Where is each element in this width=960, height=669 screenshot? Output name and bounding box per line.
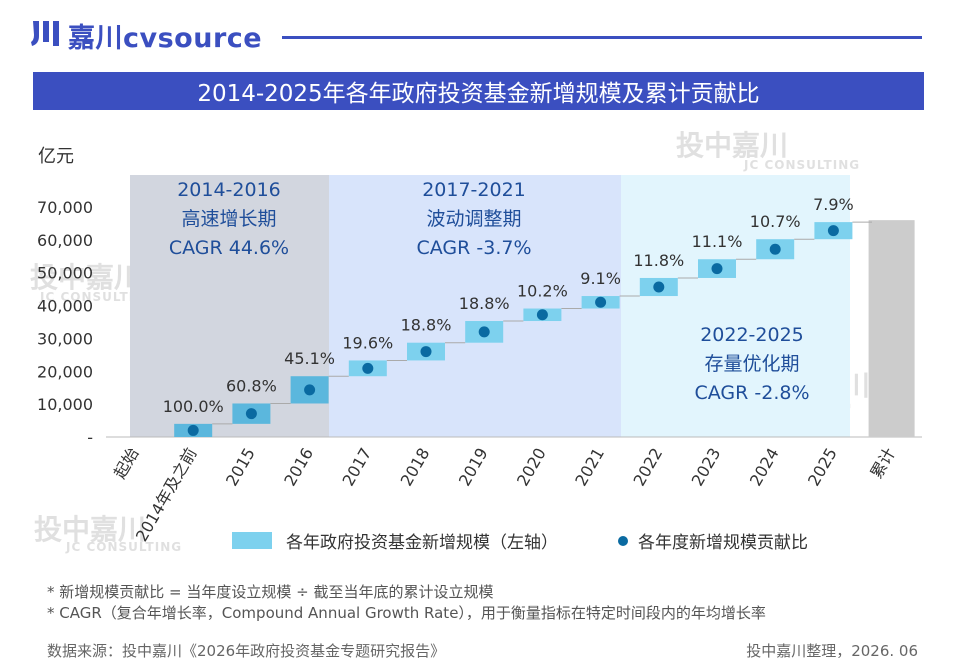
legend-bar-swatch [232, 532, 272, 549]
data-source: 数据来源：投中嘉川《2026年政府投资基金专题研究报告》 [47, 642, 446, 660]
data-label: 60.8% [226, 376, 277, 395]
x-tick-label: 2018 [397, 445, 434, 490]
logo-text: 嘉川cvsource [68, 23, 263, 54]
phase-label: 波动调整期 [426, 208, 521, 230]
data-label: 10.7% [750, 212, 801, 231]
total-bar [868, 220, 915, 437]
phase-label: 2022-2025 [700, 324, 804, 346]
footnote: * CAGR（复合年增长率，Compound Annual Growth Rat… [47, 604, 766, 622]
x-tick-label: 2015 [222, 445, 259, 490]
phase-label: CAGR 44.6% [169, 237, 289, 259]
y-tick-label: 70,000 [37, 198, 93, 217]
data-label: 10.2% [517, 282, 568, 301]
header: 嘉川cvsource [30, 14, 930, 54]
watermark-text: 投中嘉川 [30, 261, 143, 294]
data-label: 9.1% [580, 269, 621, 288]
phase-label: 存量优化期 [704, 353, 799, 375]
watermark-subtext: JC CONSULTING [744, 158, 861, 172]
x-tick-label: 2021 [571, 445, 608, 490]
legend-dot-marker [618, 535, 628, 546]
x-tick-label: 2025 [804, 445, 841, 490]
phase-background [329, 175, 621, 437]
x-tick-label: 2022 [629, 445, 666, 490]
watermark-text: 投中嘉川 [676, 129, 789, 162]
y-axis-title: 亿元 [38, 146, 74, 167]
chart-legend: 各年政府投资基金新增规模（左轴） 各年度新增规模贡献比 [232, 528, 808, 553]
phase-label: CAGR -2.8% [694, 382, 809, 404]
data-label: 45.1% [284, 349, 335, 368]
watermark-text: 投中嘉川 [34, 513, 147, 546]
watermark-subtext: JC CONSULTING [40, 290, 157, 304]
contribution-dot [827, 225, 839, 237]
x-tick-label: 2019 [455, 445, 492, 490]
data-label: 19.6% [342, 333, 393, 352]
contribution-dot [478, 326, 490, 338]
x-tick-label: 2017 [338, 445, 375, 490]
legend-dot-label: 各年度新增规模贡献比 [638, 533, 808, 553]
phase-label: 高速增长期 [181, 208, 276, 230]
data-label: 7.9% [813, 195, 854, 214]
footnotes: * 新增规模贡献比 = 当年度设立规模 ÷ 截至当年底的累计设立规模 * CAG… [47, 582, 766, 624]
contribution-dot [362, 362, 374, 374]
watermark-subtext: JC CONSULTING [66, 540, 183, 554]
y-tick-label: 10,000 [37, 395, 93, 414]
contribution-dot [245, 408, 257, 420]
data-label: 100.0% [163, 397, 224, 416]
contribution-dot [711, 263, 723, 275]
y-tick-label: 50,000 [37, 264, 93, 283]
x-tick-label: 2016 [280, 445, 317, 490]
phase-label: 2017-2021 [422, 179, 526, 201]
data-label: 11.8% [633, 251, 684, 270]
phase-label: CAGR -3.7% [416, 237, 531, 259]
data-label: 11.1% [692, 232, 743, 251]
x-tick-label: 起始 [110, 445, 142, 482]
y-tick-label: 40,000 [37, 297, 93, 316]
y-tick-label: 30,000 [37, 329, 93, 348]
contribution-dot [420, 346, 432, 358]
contribution-dot [653, 281, 665, 293]
jiachuan-logo-icon [31, 21, 59, 46]
credit-line: 投中嘉川整理，2026. 06 [746, 642, 918, 660]
header-divider [282, 36, 922, 39]
legend-bar-label: 各年政府投资基金新增规模（左轴） [286, 533, 558, 553]
contribution-dot [595, 296, 607, 308]
x-tick-label: 累计 [867, 445, 899, 482]
chart-title: 2014-2025年各年政府投资基金新增规模及累计贡献比 [33, 72, 924, 110]
x-tick-label: 2024 [746, 445, 783, 490]
y-tick-label: - [87, 428, 93, 447]
x-tick-label: 2020 [513, 445, 550, 490]
contribution-dot [769, 243, 781, 255]
phase-label: 2014-2016 [177, 179, 281, 201]
y-tick-label: 20,000 [37, 362, 93, 381]
y-tick-label: 60,000 [37, 231, 93, 250]
contribution-dot [304, 384, 316, 396]
phase-background [621, 175, 850, 437]
data-label: 18.8% [401, 316, 452, 335]
x-tick-label: 2014年及之前 [132, 445, 201, 545]
contribution-dot [187, 424, 199, 436]
x-tick-label: 2023 [688, 445, 725, 490]
data-label: 18.8% [459, 294, 510, 313]
footnote: * 新增规模贡献比 = 当年度设立规模 ÷ 截至当年底的累计设立规模 [47, 583, 494, 601]
contribution-dot [536, 309, 548, 321]
